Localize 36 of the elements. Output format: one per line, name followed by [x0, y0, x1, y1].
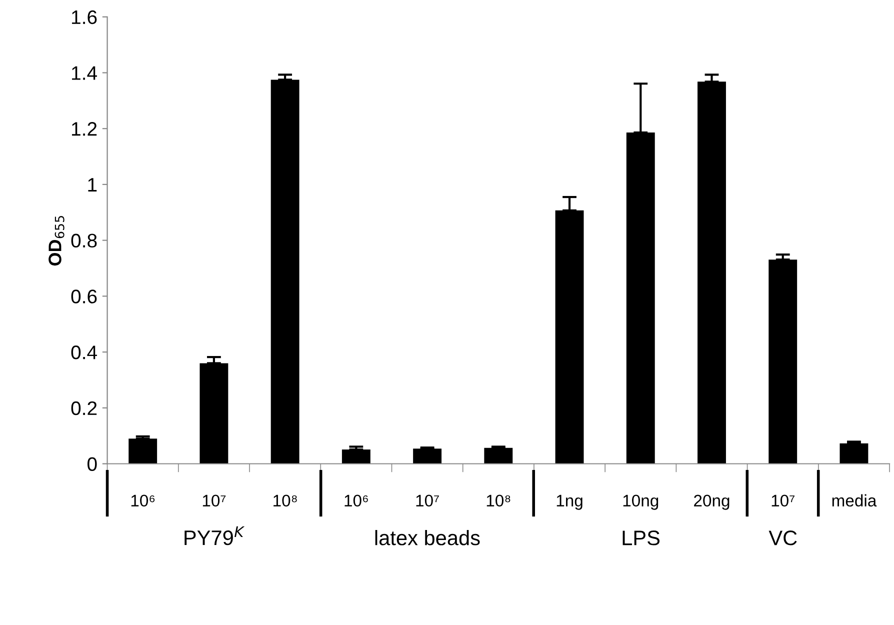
x-tick-label: 10⁷	[416, 494, 439, 507]
x-tick-label: 10⁷	[772, 494, 794, 507]
y-tick-label: 1.2	[72, 122, 97, 136]
bar	[270, 80, 300, 464]
y-tick-label: 1.4	[72, 66, 97, 80]
text: LPS	[622, 530, 660, 546]
bar	[840, 443, 868, 464]
y-axis-title: OD$_{655}$	[48, 216, 64, 266]
y-tick-label: 0.6	[71, 290, 97, 304]
text: VC	[768, 530, 797, 546]
x-tick-label: 10⁷	[202, 494, 226, 507]
text: latex beads	[375, 530, 480, 546]
y-tick-label: 1.6	[72, 10, 97, 24]
x-tick-label: 10⁶	[131, 494, 155, 507]
x-tick-label: 10⁸	[486, 494, 510, 507]
x-tick-label: 20ng	[694, 494, 730, 510]
y-tick-label: 0.2	[71, 401, 97, 416]
y-tick-label: 1	[88, 178, 97, 192]
y-tick-label: 0.8	[71, 234, 97, 248]
x-tick-label: 10⁶	[344, 494, 368, 507]
bar	[484, 448, 513, 464]
y-tick-label: 0.4	[71, 346, 97, 360]
x-tick-label: 10⁸	[274, 494, 297, 507]
bar	[200, 363, 228, 464]
text: PY79$^{K}$	[184, 526, 245, 546]
bar	[555, 210, 584, 464]
bar	[128, 438, 158, 464]
bar	[626, 132, 655, 464]
y-tick-label: 0	[88, 457, 97, 471]
bar	[413, 448, 442, 464]
x-tick-label: 1ng	[556, 494, 582, 510]
x-tick-label: media	[832, 494, 877, 507]
bar	[698, 82, 726, 464]
x-tick-label: 10ng	[623, 494, 658, 510]
bar	[342, 450, 370, 464]
bar	[768, 260, 798, 464]
